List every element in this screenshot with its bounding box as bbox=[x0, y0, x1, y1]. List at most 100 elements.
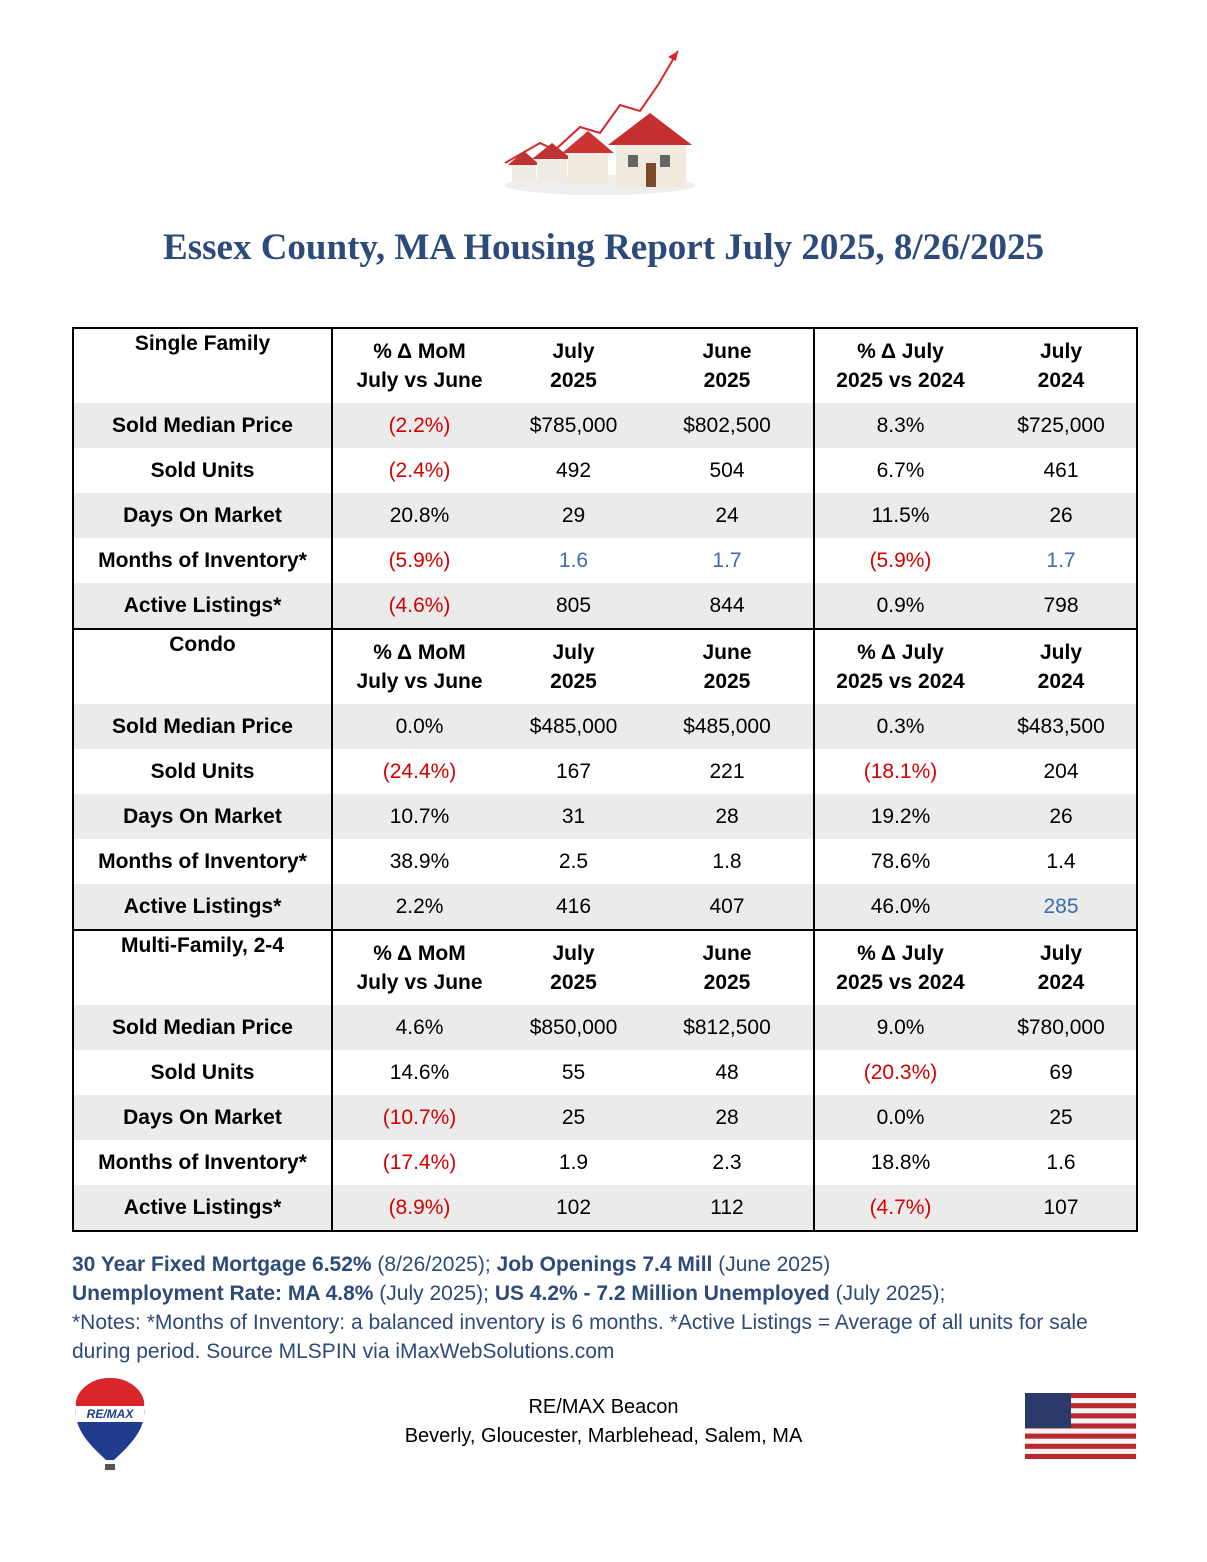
cell: 26 bbox=[986, 794, 1137, 839]
row-label: Sold Units bbox=[73, 749, 333, 794]
column-header-line: 2024 bbox=[1037, 670, 1085, 693]
data-row: Days On Market 20.8% 29 24 11.5% 26 bbox=[73, 493, 1137, 538]
cell: $785,000 bbox=[506, 403, 641, 448]
cell: 102 bbox=[506, 1185, 641, 1231]
column-header-line: 2025 bbox=[703, 369, 751, 392]
cell: 14.6% bbox=[389, 1060, 450, 1084]
cell: 0.0% bbox=[814, 1095, 986, 1140]
row-label: Days On Market bbox=[73, 1095, 333, 1140]
cell: 461 bbox=[1043, 458, 1079, 482]
cell: 416 bbox=[506, 884, 641, 930]
column-header-line: June bbox=[702, 942, 752, 965]
column-header: % Δ MoM July vs June bbox=[332, 930, 506, 1005]
column-header-line: % Δ MoM bbox=[373, 942, 466, 965]
cell: 285 bbox=[986, 884, 1137, 930]
row-label: Months of Inventory* bbox=[73, 538, 333, 583]
column-header-line: 2025 vs 2024 bbox=[836, 670, 965, 693]
logo-text: RE/MAX bbox=[87, 1407, 135, 1421]
data-row: Active Listings* (4.6%) 805 844 0.9% 798 bbox=[73, 583, 1137, 629]
cell: 221 bbox=[641, 749, 815, 794]
office-info: RE/MAX Beacon Beverly, Gloucester, Marbl… bbox=[0, 1393, 1207, 1451]
column-header-line: July bbox=[552, 340, 595, 363]
data-row: Sold Units 14.6% 55 48 (20.3%) 69 bbox=[73, 1050, 1137, 1095]
column-header-line: % Δ July bbox=[857, 942, 944, 965]
cell: $802,500 bbox=[641, 403, 815, 448]
cell: 19.2% bbox=[814, 794, 986, 839]
report-title: Essex County, MA Housing Report July 202… bbox=[163, 227, 1044, 268]
column-header: June 2025 bbox=[641, 629, 815, 704]
cell: 11.5% bbox=[814, 493, 986, 538]
cell: (2.4%) bbox=[388, 458, 451, 482]
column-header-line: 2025 bbox=[703, 971, 751, 994]
column-header-line: % Δ July bbox=[857, 641, 944, 664]
column-header: % Δ July 2025 vs 2024 bbox=[814, 629, 986, 704]
cell: 9.0% bbox=[814, 1005, 986, 1050]
note-line: 30 Year Fixed Mortgage 6.52% (8/26/2025)… bbox=[72, 1250, 1112, 1279]
column-header-line: % Δ MoM bbox=[373, 641, 466, 664]
data-row: Active Listings* 2.2% 416 407 46.0% 285 bbox=[73, 884, 1137, 930]
cell: 1.4 bbox=[1046, 849, 1076, 873]
cell: 26 bbox=[986, 493, 1137, 538]
note-segment: (July 2025); bbox=[373, 1282, 495, 1305]
cell: 8.3% bbox=[814, 403, 986, 448]
row-label: Months of Inventory* bbox=[73, 1140, 333, 1185]
cell: 38.9% bbox=[389, 849, 450, 873]
cell: 805 bbox=[506, 583, 641, 629]
note-segment: (July 2025); bbox=[829, 1282, 946, 1305]
row-label: Active Listings* bbox=[73, 1185, 333, 1231]
column-header: % Δ July 2025 vs 2024 bbox=[814, 930, 986, 1005]
data-row: Sold Median Price 0.0% $485,000 $485,000 0.3… bbox=[73, 704, 1137, 749]
cell: 112 bbox=[641, 1185, 815, 1231]
cell: 24 bbox=[641, 493, 815, 538]
column-header-line: July bbox=[1039, 641, 1083, 664]
column-header: % Δ July 2025 vs 2024 bbox=[814, 328, 986, 403]
cell: 2.5 bbox=[558, 849, 589, 873]
section-header-row: Multi-Family, 2-4 % Δ MoM July vs June July… bbox=[73, 930, 1137, 1005]
notes: 30 Year Fixed Mortgage 6.52% (8/26/2025)… bbox=[72, 1250, 1112, 1366]
column-header: July 2024 bbox=[986, 930, 1137, 1005]
office-name: RE/MAX Beacon bbox=[528, 1396, 679, 1418]
section-label: Single Family bbox=[73, 328, 333, 403]
cell: (24.4%) bbox=[382, 759, 457, 783]
column-header: July 2025 bbox=[506, 328, 641, 403]
cell: 798 bbox=[986, 583, 1137, 629]
cell: 504 bbox=[641, 448, 815, 493]
column-header-line: June bbox=[702, 340, 752, 363]
cell: (17.4%) bbox=[382, 1150, 457, 1174]
cell: 4.6% bbox=[332, 1005, 506, 1050]
column-header-line: 2024 bbox=[1037, 369, 1085, 392]
cell: 407 bbox=[641, 884, 815, 930]
cell: 1.9 bbox=[558, 1150, 589, 1174]
data-row: Sold Units (24.4%) 167 221 (18.1%) 204 bbox=[73, 749, 1137, 794]
column-header-line: July vs June bbox=[356, 369, 483, 392]
cell: 2.2% bbox=[332, 884, 506, 930]
data-row: Sold Median Price (2.2%) $785,000 $802,500 8… bbox=[73, 403, 1137, 448]
column-header-line: July vs June bbox=[356, 670, 483, 693]
data-row: Sold Median Price 4.6% $850,000 $812,500 9.0… bbox=[73, 1005, 1137, 1050]
data-row: Months of Inventory* 38.9% 2.5 1.8 78.6% 1.4 bbox=[73, 839, 1137, 884]
houses-graphic bbox=[504, 50, 695, 195]
cell: 0.0% bbox=[332, 704, 506, 749]
column-header-line: July bbox=[552, 641, 595, 664]
cell: 78.6% bbox=[870, 849, 931, 873]
cell: (4.7%) bbox=[814, 1185, 986, 1231]
note-line: Unemployment Rate: MA 4.8% (July 2025); … bbox=[72, 1279, 1112, 1308]
row-label: Sold Median Price bbox=[73, 704, 333, 749]
cell: 29 bbox=[506, 493, 641, 538]
us-flag bbox=[1025, 1393, 1136, 1459]
column-header: July 2024 bbox=[986, 629, 1137, 704]
cell: 6.7% bbox=[876, 458, 925, 482]
section-label: Multi-Family, 2-4 bbox=[73, 930, 333, 1005]
column-header-line: July bbox=[1039, 942, 1083, 965]
column-header-line: % Δ MoM bbox=[373, 340, 466, 363]
section-header-row: Condo % Δ MoM July vs June July 2025 June 2025… bbox=[73, 629, 1137, 704]
row-label: Sold Median Price bbox=[73, 1005, 333, 1050]
note-line: *Notes: *Months of Inventory: a balanced… bbox=[72, 1308, 1112, 1366]
row-label: Sold Median Price bbox=[73, 403, 333, 448]
column-header-line: 2025 bbox=[550, 971, 597, 994]
note-segment: *Notes: *Months of Inventory: a balanced… bbox=[72, 1311, 1088, 1363]
cell: $780,000 bbox=[986, 1005, 1137, 1050]
data-row: Days On Market (10.7%) 25 28 0.0% 25 bbox=[73, 1095, 1137, 1140]
note-segment: (June 2025) bbox=[712, 1253, 831, 1276]
